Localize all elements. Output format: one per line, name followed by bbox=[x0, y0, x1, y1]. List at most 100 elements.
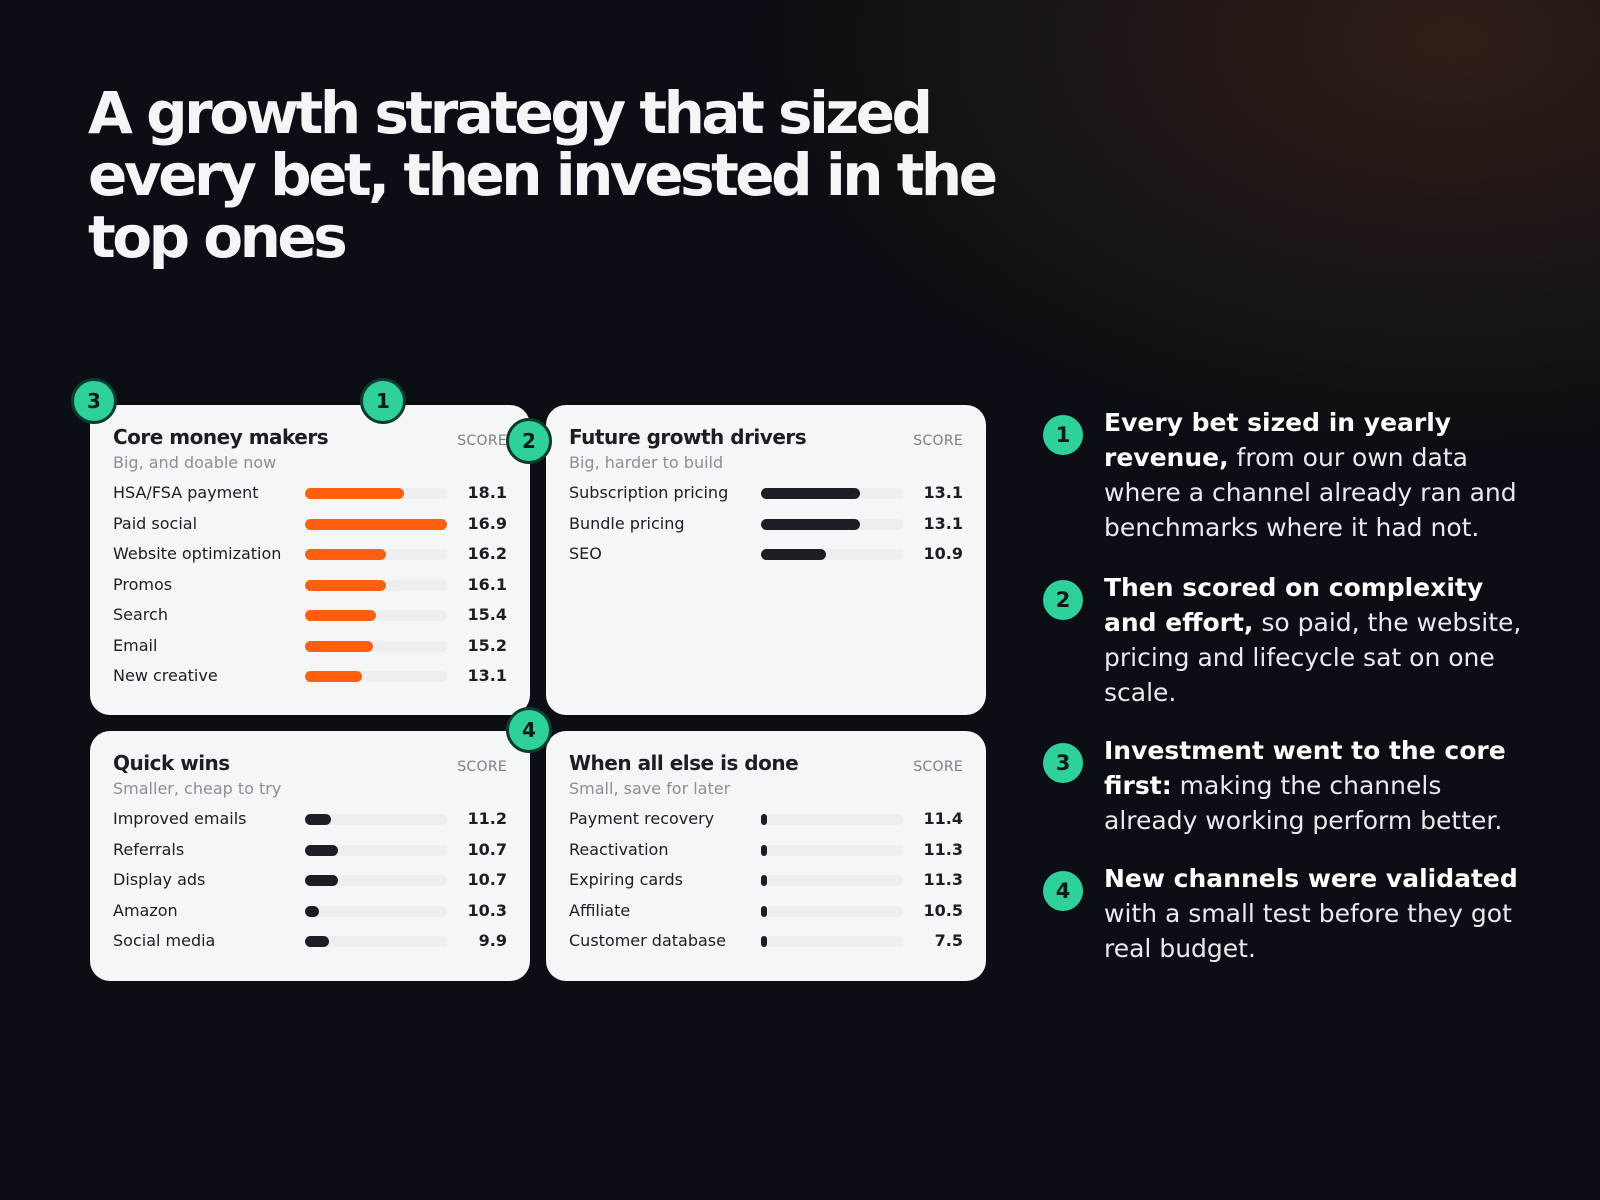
badge: 4 bbox=[506, 707, 552, 753]
score: 15.2 bbox=[467, 635, 507, 655]
score: 11.2 bbox=[467, 809, 507, 828]
note-number: 3 bbox=[1043, 743, 1083, 783]
note-text: making the channels already working perf… bbox=[1104, 771, 1503, 835]
bar-track bbox=[761, 814, 903, 825]
bar-track bbox=[305, 610, 447, 621]
note-text: from our own data where a channel alread… bbox=[1104, 443, 1517, 542]
score: 9.9 bbox=[478, 931, 507, 950]
card-subtitle: Smaller, cheap to try bbox=[113, 779, 282, 798]
row-label: Amazon bbox=[113, 900, 178, 920]
bar bbox=[305, 814, 331, 825]
bar-track bbox=[761, 936, 903, 947]
bar-track bbox=[761, 844, 903, 856]
score: 7.5 bbox=[934, 931, 963, 950]
score: 18.1 bbox=[467, 483, 507, 502]
bar-track bbox=[305, 671, 447, 682]
row-label: Search bbox=[113, 605, 168, 624]
row-label: Website optimization bbox=[113, 544, 282, 563]
row-label: Improved emails bbox=[113, 809, 247, 828]
bar-track bbox=[305, 814, 447, 825]
row-label: Reactivation bbox=[569, 839, 669, 859]
score: 15.4 bbox=[467, 605, 507, 624]
score-header: SCORE bbox=[457, 759, 507, 775]
row-label: Expiring cards bbox=[569, 870, 683, 889]
score: 10.5 bbox=[923, 900, 963, 920]
note-bold: Every bet sized in yearly revenue, bbox=[1104, 408, 1452, 472]
note-bold: Then scored on complexity and effort, bbox=[1104, 573, 1484, 637]
score: 16.1 bbox=[467, 574, 507, 594]
slide-title: A growth strategy that sized every bet, … bbox=[88, 79, 998, 271]
bar-track bbox=[305, 579, 447, 591]
score: 13.1 bbox=[467, 666, 507, 685]
card-title: When all else is done bbox=[569, 751, 799, 775]
bar bbox=[305, 488, 405, 499]
card-title: Quick wins bbox=[113, 751, 230, 775]
bar bbox=[761, 814, 767, 825]
row-label: Social media bbox=[113, 931, 216, 950]
card-subtitle: Big, and doable now bbox=[113, 453, 277, 472]
bar bbox=[761, 518, 861, 530]
row-label: Promos bbox=[113, 574, 173, 594]
bar-track bbox=[761, 518, 903, 530]
bar bbox=[305, 518, 447, 530]
bar bbox=[305, 936, 330, 947]
score: 10.9 bbox=[923, 544, 963, 563]
row-label: SEO bbox=[569, 544, 602, 563]
bar-track bbox=[305, 936, 447, 947]
row-label: Affiliate bbox=[569, 900, 631, 920]
row-label: Payment recovery bbox=[569, 809, 715, 828]
note: Every bet sized in yearly revenue, from … bbox=[1104, 405, 1524, 545]
score: 16.2 bbox=[467, 544, 507, 563]
bar bbox=[761, 844, 767, 856]
note-bold: Investment went to the core first: bbox=[1104, 736, 1506, 800]
bar bbox=[761, 488, 861, 499]
note-number: 4 bbox=[1043, 871, 1083, 911]
note-bold: New channels were validated bbox=[1104, 864, 1518, 893]
card-title: Core money makers bbox=[113, 425, 329, 449]
bar bbox=[761, 549, 827, 560]
bar bbox=[305, 610, 376, 621]
row-label: Display ads bbox=[113, 870, 206, 889]
score: 10.7 bbox=[467, 870, 507, 889]
bar-track bbox=[305, 905, 447, 917]
score: 10.3 bbox=[467, 900, 507, 920]
note-number: 1 bbox=[1043, 415, 1083, 455]
score: 16.9 bbox=[467, 513, 507, 533]
badge: 1 bbox=[360, 378, 406, 424]
card: Core money makers Big, and doable now SCOR… bbox=[90, 405, 530, 715]
badge: 3 bbox=[71, 378, 117, 424]
row-label: Referrals bbox=[113, 839, 185, 859]
bar-track bbox=[305, 640, 447, 652]
row-label: Paid social bbox=[113, 513, 198, 533]
score: 13.1 bbox=[923, 483, 963, 502]
card: Quick wins Smaller, cheap to try SCORE Impr… bbox=[90, 731, 530, 981]
note-text: with a small test before they got real b… bbox=[1104, 899, 1512, 963]
card: Future growth drivers Big, harder to buil… bbox=[546, 405, 986, 715]
row-label: Subscription pricing bbox=[569, 483, 729, 502]
bar-track bbox=[761, 549, 903, 560]
row-label: Customer database bbox=[569, 931, 726, 950]
bar-track bbox=[305, 844, 447, 856]
score-header: SCORE bbox=[913, 433, 963, 449]
note-text: so paid, the website, pricing and lifecy… bbox=[1104, 608, 1522, 707]
bar bbox=[761, 875, 767, 886]
card: When all else is done Small, save for lat… bbox=[546, 731, 986, 981]
note: Investment went to the core first: makin… bbox=[1104, 733, 1524, 838]
bar-track bbox=[305, 875, 447, 886]
score-header: SCORE bbox=[457, 433, 507, 449]
row-label: HSA/FSA payment bbox=[113, 483, 259, 502]
bar-track bbox=[761, 905, 903, 917]
note-number: 2 bbox=[1043, 580, 1083, 620]
row-label: New creative bbox=[113, 666, 218, 685]
bar bbox=[761, 905, 767, 917]
bar-track bbox=[305, 518, 447, 530]
card-subtitle: Small, save for later bbox=[569, 779, 731, 798]
bar bbox=[305, 844, 338, 856]
note: Then scored on complexity and effort, so… bbox=[1104, 570, 1524, 710]
card-subtitle: Big, harder to build bbox=[569, 453, 724, 472]
bar bbox=[305, 549, 386, 560]
row-label: Bundle pricing bbox=[569, 513, 685, 533]
score: 11.3 bbox=[923, 839, 963, 859]
score: 11.3 bbox=[923, 870, 963, 889]
